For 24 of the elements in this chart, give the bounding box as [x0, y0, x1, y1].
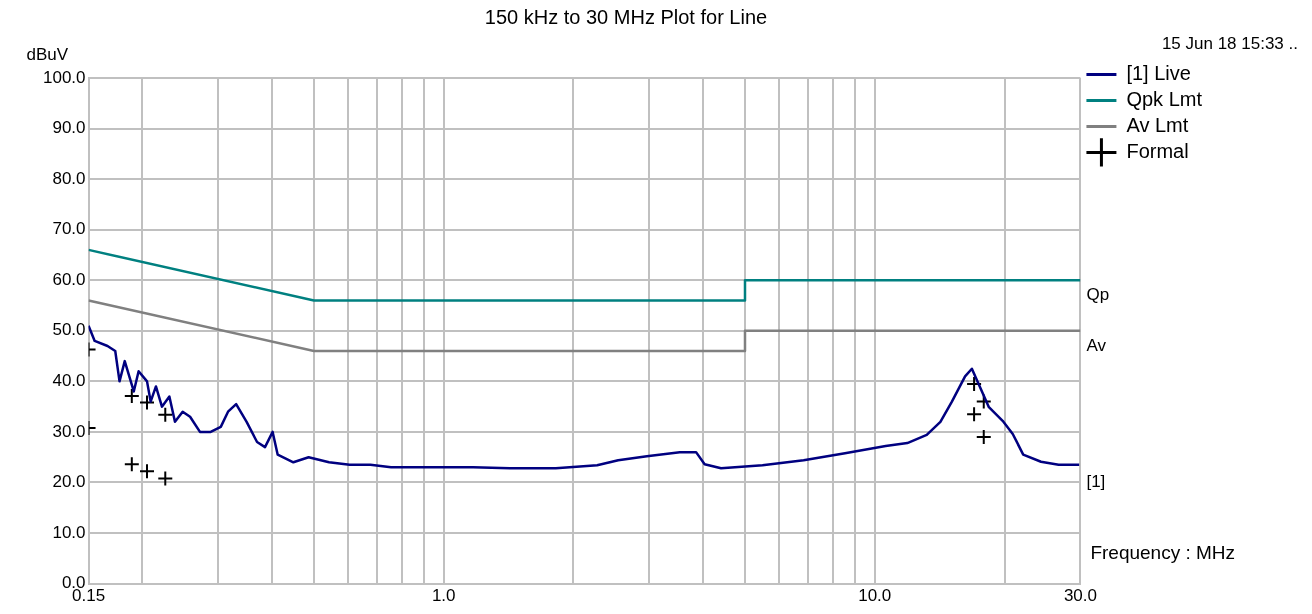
- y-tick-label: 30.0: [52, 421, 86, 441]
- legend-label: Qpk Lmt: [1126, 87, 1203, 110]
- legend-label: Av Lmt: [1126, 113, 1189, 136]
- text: Av: [1086, 335, 1107, 355]
- legend-label: [1] Live: [1126, 61, 1191, 84]
- text: Qp: [1086, 285, 1110, 305]
- y-tick-label: 80.0: [52, 168, 86, 188]
- text: [1]: [1086, 472, 1106, 492]
- x-axis-title: Frequency : MHz: [1090, 541, 1236, 563]
- text: 15 Jun 18 15:33 ..: [1161, 34, 1298, 54]
- y-tick-label: 100.0: [42, 67, 86, 87]
- y-tick-label: 50.0: [52, 320, 86, 340]
- legend-label: Formal: [1126, 139, 1189, 162]
- y-tick-label: 10.0: [52, 522, 86, 542]
- y-tick-label: 70.0: [52, 219, 86, 239]
- y-tick-label: 60.0: [52, 269, 86, 289]
- y-tick-label: 90.0: [52, 118, 86, 138]
- chart-title: 150 kHz to 30 MHz Plot for Line: [484, 5, 768, 28]
- x-tick-label: 30.0: [1063, 586, 1097, 606]
- x-tick-label: 10.0: [858, 586, 892, 606]
- x-tick-label: 1.0: [431, 586, 456, 606]
- y-tick-label: 40.0: [52, 371, 86, 391]
- y-tick-label: 20.0: [52, 472, 86, 492]
- y-axis-title: dBuV: [26, 45, 69, 65]
